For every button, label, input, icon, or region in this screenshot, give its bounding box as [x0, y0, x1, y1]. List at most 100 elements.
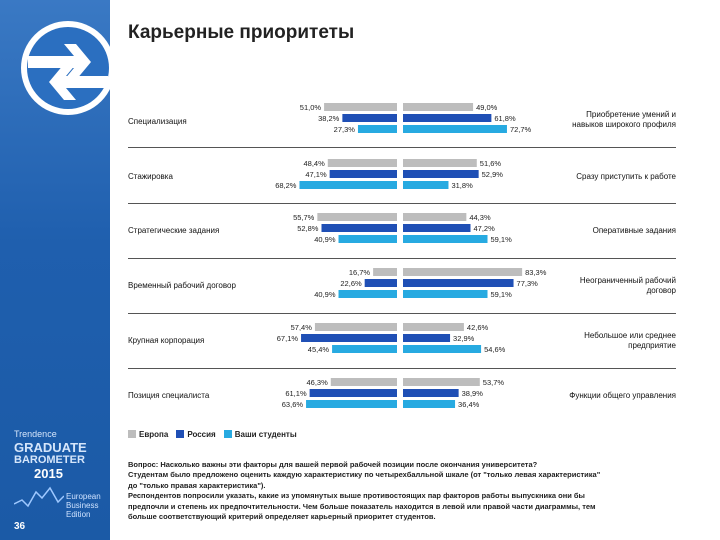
bar-left-europe	[330, 378, 397, 386]
data-label-right: 72,7%	[510, 125, 532, 134]
edition-label: European Business Edition	[66, 492, 101, 519]
data-label-left: 67,1%	[277, 334, 299, 343]
data-label-right: 32,9%	[453, 334, 475, 343]
bar-left-russia	[364, 279, 397, 287]
bar-right-russia	[403, 114, 492, 122]
left-label-specialization: Специализация	[128, 117, 187, 126]
left-label-temporary-contract: Временный рабочий договор	[128, 281, 236, 290]
left-label-large-corporation: Крупная корпорация	[128, 336, 205, 345]
data-label-right: 83,3%	[525, 268, 547, 277]
right-label-start-working: Сразу приступить к работе	[576, 172, 676, 181]
data-label-right: 77,3%	[517, 279, 539, 288]
data-label-right: 38,9%	[462, 389, 484, 398]
bar-right-students	[403, 235, 488, 243]
legend-students: Ваши студенты	[223, 430, 297, 439]
brand-year: 2015	[34, 466, 63, 481]
bar-left-students	[357, 125, 397, 133]
legend: Европа Россия Ваши студенты	[128, 430, 297, 439]
bar-left-russia	[301, 334, 397, 342]
data-label-right: 42,6%	[467, 323, 489, 332]
bar-left-europe	[324, 103, 397, 111]
barometer-line-icon	[14, 486, 64, 508]
left-label-internship: Стажировка	[128, 172, 173, 181]
logo	[18, 18, 118, 118]
legend-russia-swatch	[176, 430, 185, 438]
bar-right-europe	[403, 323, 464, 331]
data-label-left: 46,3%	[307, 378, 329, 387]
brand-line-2: GRADUATE	[14, 440, 87, 455]
bar-left-russia	[342, 114, 397, 122]
right-label-operative: Оперативные задания	[592, 226, 676, 235]
data-label-left: 40,9%	[314, 235, 336, 244]
data-label-right: 31,8%	[451, 181, 473, 190]
bar-right-students	[403, 400, 456, 408]
data-label-right: 44,3%	[469, 213, 491, 222]
page-title: Карьерные приоритеты	[128, 22, 355, 43]
bar-right-russia	[403, 334, 451, 342]
group-divider	[128, 203, 676, 204]
bar-right-europe	[403, 213, 467, 221]
right-label-general-management: Функции общего управления	[569, 391, 676, 400]
data-label-right: 61,8%	[494, 114, 516, 123]
group-divider	[128, 147, 676, 148]
brand-line-3: BAROMETER	[14, 454, 85, 466]
data-label-right: 36,4%	[458, 400, 480, 409]
data-label-left: 61,1%	[285, 389, 307, 398]
bar-right-russia	[403, 279, 514, 287]
note-line: предпочли и степень их предпочтительност…	[128, 501, 596, 511]
data-label-right: 52,9%	[482, 170, 504, 179]
legend-europe-label: Европа	[139, 430, 169, 439]
data-label-right: 51,6%	[480, 159, 502, 168]
bar-left-europe	[314, 323, 397, 331]
data-label-left: 16,7%	[349, 268, 371, 277]
bar-left-russia	[329, 170, 397, 178]
group-divider	[128, 368, 676, 369]
barometer-brand: Trendence GRADUATE BAROMETER	[14, 428, 87, 467]
note-line: до "только правая характеристика").	[128, 480, 266, 490]
bar-right-europe	[403, 268, 523, 276]
right-label-small-medium-enterprise: Небольшое или среднее предприятие	[584, 331, 676, 350]
bar-left-russia	[309, 389, 397, 397]
data-label-left: 45,4%	[308, 345, 330, 354]
edition-line-2: Business	[66, 501, 99, 510]
left-label-specialist-position: Позиция специалиста	[128, 391, 210, 400]
bar-left-europe	[327, 159, 397, 167]
legend-russia-label: Россия	[187, 430, 216, 439]
data-label-right: 53,7%	[483, 378, 505, 387]
page-number: 36	[14, 521, 26, 532]
bar-right-students	[403, 181, 449, 189]
bar-left-students	[338, 290, 397, 298]
data-label-left: 55,7%	[293, 213, 315, 222]
bar-right-europe	[403, 159, 477, 167]
note-line: больше соответствующий критерий определя…	[128, 512, 436, 522]
bar-right-students	[403, 125, 507, 133]
data-label-left: 38,2%	[318, 114, 340, 123]
group-divider	[128, 313, 676, 314]
data-label-right: 59,1%	[491, 235, 513, 244]
data-label-right: 49,0%	[476, 103, 498, 112]
bar-left-students	[306, 400, 397, 408]
group-divider	[128, 258, 676, 259]
data-label-left: 68,2%	[275, 181, 297, 190]
bar-right-students	[403, 345, 482, 353]
data-label-left: 47,1%	[305, 170, 327, 179]
legend-students-label: Ваши студенты	[234, 430, 297, 439]
note-line: Студентам было предложено оценить каждую…	[128, 470, 601, 480]
bar-left-europe	[373, 268, 397, 276]
footnote: Вопрос: Насколько важны эти факторы для …	[128, 460, 676, 522]
bar-right-russia	[403, 170, 479, 178]
data-label-right: 54,6%	[484, 345, 506, 354]
bar-left-russia	[321, 224, 397, 232]
bar-right-europe	[403, 378, 480, 386]
data-label-left: 48,4%	[304, 159, 326, 168]
bar-left-students	[332, 345, 397, 353]
data-label-right: 47,2%	[473, 224, 495, 233]
edition-line-3: Edition	[66, 510, 91, 519]
data-label-left: 27,3%	[334, 125, 356, 134]
legend-europe-swatch	[128, 430, 136, 438]
left-label-strategic: Стратегические задания	[128, 226, 220, 235]
data-label-left: 51,0%	[300, 103, 322, 112]
bar-right-russia	[403, 389, 459, 397]
bar-left-students	[338, 235, 397, 243]
